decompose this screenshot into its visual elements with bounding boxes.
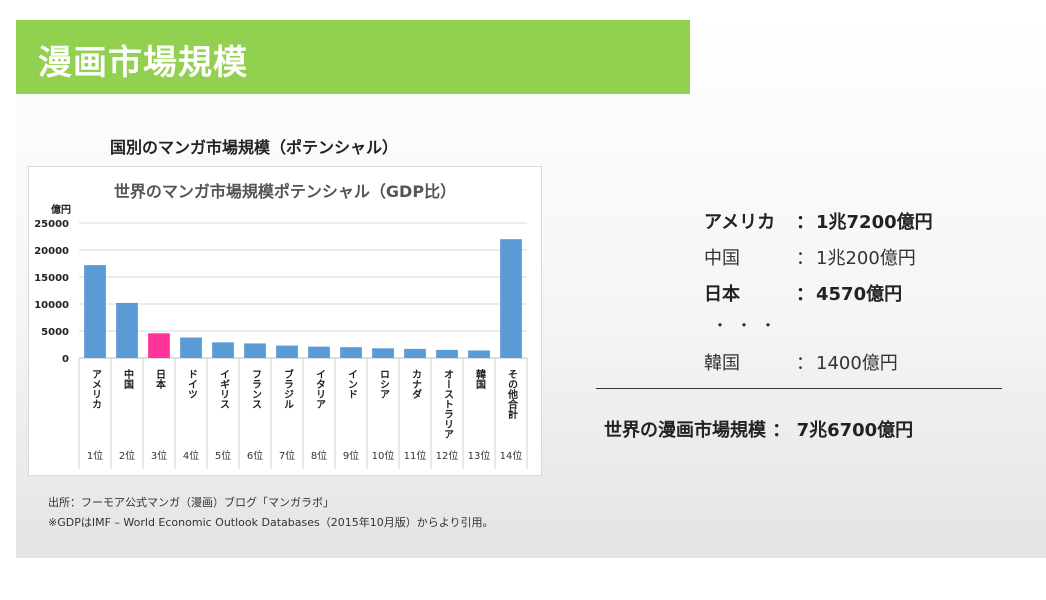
x-category-label: フランス [250, 369, 262, 409]
chart-heading: 国別のマンガ市場規模（ポテンシャル） [110, 138, 399, 157]
x-category-label: インド [346, 369, 358, 399]
rank-label: 3位 [151, 449, 167, 462]
total-colon: ： [772, 420, 791, 441]
rank-label: 12位 [436, 449, 459, 462]
stat-colon: ： [796, 212, 814, 233]
stat-country: 中国 [704, 248, 740, 269]
chart-container: 世界のマンガ市場規模ポテンシャル（GDP比） 億円 0 5000 10000 15000 2… [28, 166, 542, 476]
y-tick-label: 10000 [34, 300, 69, 311]
rank-label: 9位 [343, 449, 359, 462]
x-category-label: 中国 [122, 368, 134, 390]
x-category-label: オーストラリア [442, 369, 454, 439]
stat-value: 1兆200億円 [816, 248, 916, 269]
rank-label: 6位 [247, 449, 263, 462]
rank-label: 1位 [87, 449, 103, 462]
rank-label: 4位 [183, 449, 199, 462]
total-value: 7兆6700億円 [796, 420, 914, 441]
title-bar [16, 20, 690, 94]
stat-country: アメリカ [704, 212, 776, 233]
y-tick-label: 25000 [34, 219, 69, 230]
bar [340, 347, 362, 358]
bar [468, 350, 490, 358]
y-tick-label: 20000 [34, 246, 69, 257]
bar [308, 346, 330, 358]
bar [116, 302, 138, 358]
rank-label: 2位 [119, 449, 135, 462]
total-market-size: 世界の漫画市場規模 ： 7兆6700億円 [604, 416, 913, 442]
bar [180, 337, 202, 358]
bar [436, 349, 458, 358]
bar [148, 333, 170, 358]
x-category-label: アメリカ [90, 369, 102, 409]
stat-colon: ： [796, 353, 814, 374]
gdp-note: ※GDPはIMF – World Economic Outlook Databa… [48, 516, 494, 529]
stat-value: 1兆7200億円 [816, 212, 933, 233]
x-category-label: イギリス [218, 369, 230, 409]
chart-title: 世界のマンガ市場規模ポテンシャル（GDP比） [114, 182, 456, 201]
x-category-label: イタリア [314, 369, 326, 409]
bar [404, 348, 426, 358]
rank-label: 5位 [215, 449, 231, 462]
y-tick-label: 5000 [41, 327, 69, 338]
y-tick-label: 0 [62, 354, 69, 365]
bar [212, 342, 234, 358]
bar [500, 239, 522, 358]
stat-country: 韓国 [704, 353, 740, 374]
source-note: 出所：フーモア公式マンガ（漫画）ブログ「マンガラボ」 [48, 496, 334, 509]
x-category-label: ブラジル [282, 368, 294, 409]
stat-ellipsis: ・・・ [712, 316, 785, 335]
bar [84, 265, 106, 358]
x-category-label: その他合計 [506, 369, 519, 420]
bar [372, 348, 394, 358]
rank-label: 14位 [500, 449, 523, 462]
bar-chart: 世界のマンガ市場規模ポテンシャル（GDP比） 億円 0 5000 10000 15000 2… [34, 182, 528, 469]
rank-label: 8位 [311, 449, 327, 462]
stat-value: 1400億円 [816, 353, 898, 374]
summary-divider [596, 388, 1002, 389]
stat-value: 4570億円 [816, 284, 903, 305]
x-category-label: 日本 [154, 369, 166, 390]
x-category-label: ロシア [378, 369, 390, 399]
bar [276, 345, 298, 358]
x-category-label: 韓国 [474, 368, 486, 390]
bar [244, 343, 266, 358]
y-tick-label: 15000 [34, 273, 69, 284]
rank-label: 11位 [404, 449, 427, 462]
rank-label: 7位 [279, 449, 295, 462]
x-category-label: カナダ [410, 369, 422, 400]
stat-country: 日本 [704, 284, 740, 305]
slide-title: 漫画市場規模 [38, 43, 248, 83]
stat-colon: ： [796, 284, 814, 305]
y-axis-unit: 億円 [51, 203, 71, 216]
x-category-label: ドイツ [186, 369, 198, 399]
total-label: 世界の漫画市場規模 [604, 420, 766, 441]
stat-colon: ： [796, 248, 814, 269]
rank-label: 13位 [468, 449, 491, 462]
rank-label: 10位 [372, 449, 395, 462]
